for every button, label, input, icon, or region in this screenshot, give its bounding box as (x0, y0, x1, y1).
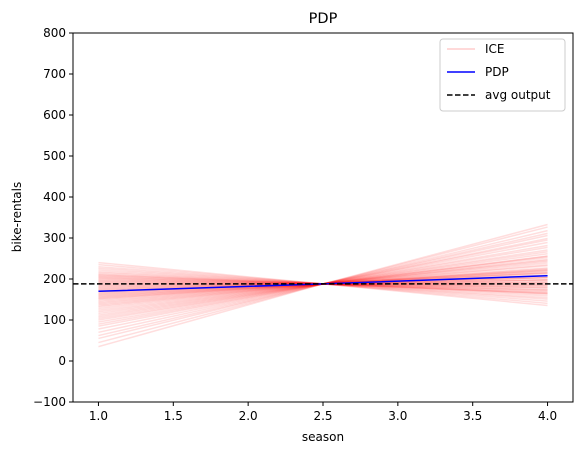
legend-ice-label: ICE (485, 42, 505, 56)
legend-avg-label: avg output (485, 88, 551, 102)
y-tick-label: 300 (43, 231, 66, 245)
y-tick-label: 100 (43, 313, 66, 327)
x-tick-label: 3.0 (388, 409, 407, 423)
ice-lines (98, 223, 548, 348)
x-tick-label: 2.5 (313, 409, 332, 423)
y-tick-label: −100 (33, 395, 66, 409)
legend: ICE PDP avg output (439, 38, 566, 112)
y-tick-label: 0 (58, 354, 66, 368)
x-tick-label: 4.0 (538, 409, 557, 423)
x-tick-label: 3.5 (463, 409, 482, 423)
y-tick-label: 800 (43, 26, 66, 40)
y-tick-label: 400 (43, 190, 66, 204)
y-axis-ticks: −100 0 100 200 300 400 500 600 700 800 (33, 26, 73, 409)
x-tick-label: 1.5 (164, 409, 183, 423)
y-tick-label: 700 (43, 67, 66, 81)
x-axis-ticks: 1.0 1.5 2.0 2.5 3.0 3.5 4.0 (89, 402, 557, 423)
chart-title: PDP (309, 11, 338, 27)
legend-box (439, 38, 566, 112)
x-axis-label: season (302, 430, 344, 444)
y-tick-label: 200 (43, 272, 66, 286)
legend-pdp-label: PDP (485, 65, 509, 79)
y-axis-label: bike-rentals (10, 182, 24, 253)
y-tick-label: 600 (43, 108, 66, 122)
y-tick-label: 500 (43, 149, 66, 163)
x-tick-label: 1.0 (89, 409, 108, 423)
x-tick-label: 2.0 (239, 409, 258, 423)
